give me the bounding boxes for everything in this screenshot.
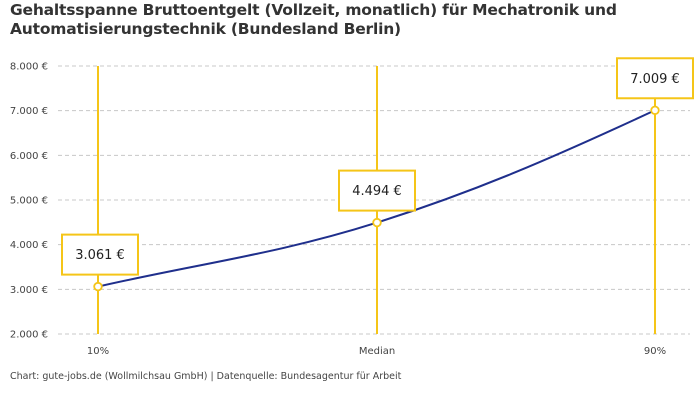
- data-point: [372, 217, 382, 228]
- x-tick-label: Median: [359, 346, 395, 357]
- data-label: 3.061 €: [75, 248, 125, 263]
- y-tick-label: 4.000 €: [10, 240, 48, 251]
- chart-source-footer: Chart: gute-jobs.de (Wollmilchsau GmbH) …: [10, 371, 402, 382]
- y-tick-label: 5.000 €: [10, 196, 48, 207]
- x-tick-label: 10%: [87, 346, 109, 357]
- data-point: [650, 105, 660, 115]
- data-label: 7.009 €: [630, 72, 680, 87]
- y-tick-label: 2.000 €: [10, 330, 48, 341]
- x-tick-label: 90%: [644, 346, 666, 357]
- data-label: 4.494 €: [352, 184, 402, 199]
- chart-title-line-1: Gehaltsspanne Bruttoentgelt (Vollzeit, m…: [10, 1, 617, 19]
- y-tick-label: 8.000 €: [10, 62, 48, 73]
- data-label-box: [338, 169, 416, 212]
- chart-title-line-2: Automatisierungstechnik (Bundesland Berl…: [10, 20, 401, 38]
- y-tick-label: 7.000 €: [10, 106, 48, 117]
- y-tick-label: 6.000 €: [10, 151, 48, 162]
- data-label-box: [616, 57, 694, 100]
- data-label-box: [61, 233, 139, 276]
- y-tick-label: 3.000 €: [10, 285, 48, 296]
- data-point: [93, 281, 103, 292]
- chart-title: Gehaltsspanne Bruttoentgelt (Vollzeit, m…: [10, 1, 650, 39]
